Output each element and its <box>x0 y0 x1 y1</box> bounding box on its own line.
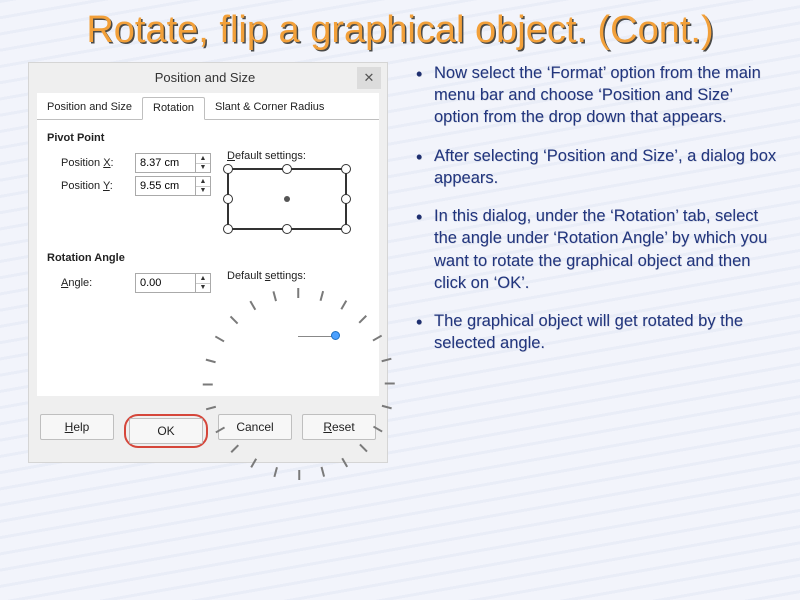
angle-defaults-label: Default settings: <box>227 270 369 282</box>
tab-position-size[interactable]: Position and Size <box>37 97 142 119</box>
angle-label: Angle: <box>61 277 129 289</box>
dial-tick-icon <box>297 288 299 298</box>
position-x-label: Position X: <box>61 157 129 169</box>
dial-tick-icon <box>299 470 301 480</box>
dial-tick-icon <box>372 334 381 340</box>
dialog-tabs: Position and Size Rotation Slant & Corne… <box>37 93 379 120</box>
dial-tick-icon <box>203 384 213 386</box>
dial-tick-icon <box>320 291 324 301</box>
pivot-handle-icon[interactable] <box>282 164 292 174</box>
position-x-stepper[interactable]: ▲▼ <box>195 153 211 173</box>
cancel-button[interactable]: Cancel <box>218 414 292 440</box>
help-button[interactable]: Help <box>40 414 114 440</box>
chevron-down-icon[interactable]: ▼ <box>196 186 210 195</box>
pivot-handle-icon[interactable] <box>341 164 351 174</box>
dial-tick-icon <box>381 358 391 362</box>
close-icon[interactable]: ✕ <box>357 67 381 89</box>
pivot-heading: Pivot Point <box>47 132 369 144</box>
dial-tick-icon <box>249 301 255 310</box>
dial-tick-icon <box>272 291 276 301</box>
pivot-handle-icon[interactable] <box>223 224 233 234</box>
dial-tick-icon <box>340 300 346 309</box>
pivot-handle-icon[interactable] <box>282 224 292 234</box>
dial-needle-icon <box>298 336 334 337</box>
position-y-label: Position Y: <box>61 180 129 192</box>
instruction-item: In this dialog, under the ‘Rotation’ tab… <box>416 205 780 294</box>
ok-highlight: OK <box>124 414 208 448</box>
dial-knob-icon[interactable] <box>331 331 340 340</box>
dial-tick-icon <box>215 336 224 342</box>
chevron-down-icon[interactable]: ▼ <box>196 283 210 292</box>
position-y-input[interactable] <box>135 176 195 196</box>
dial-tick-icon <box>385 382 395 384</box>
instruction-item: The graphical object will get rotated by… <box>416 310 780 355</box>
position-y-stepper[interactable]: ▲▼ <box>195 176 211 196</box>
chevron-up-icon[interactable]: ▲ <box>196 154 210 163</box>
pivot-center-icon[interactable] <box>284 196 290 202</box>
pivot-handle-icon[interactable] <box>341 194 351 204</box>
pivot-handle-icon[interactable] <box>341 224 351 234</box>
dialog-title: Position and Size <box>53 70 357 85</box>
pivot-handle-icon[interactable] <box>223 164 233 174</box>
angle-dial[interactable] <box>250 288 346 384</box>
rotation-heading: Rotation Angle <box>47 252 369 264</box>
instruction-item: After selecting ‘Position and Size’, a d… <box>416 145 780 190</box>
rotation-panel: Pivot Point Position X: ▲▼ Po <box>37 120 379 396</box>
tab-rotation[interactable]: Rotation <box>142 97 205 120</box>
dialog-titlebar: Position and Size ✕ <box>29 63 387 93</box>
instruction-list: Now select the ‘Format’ option from the … <box>412 62 780 463</box>
angle-stepper[interactable]: ▲▼ <box>195 273 211 293</box>
tab-slant[interactable]: Slant & Corner Radius <box>205 97 334 119</box>
position-x-input[interactable] <box>135 153 195 173</box>
pivot-defaults-label: Default settings: <box>227 150 369 162</box>
reset-button[interactable]: Reset <box>302 414 376 440</box>
dial-tick-icon <box>359 315 367 323</box>
dialog-button-row: Help OK Cancel Reset <box>29 404 387 462</box>
instruction-item: Now select the ‘Format’ option from the … <box>416 62 780 129</box>
dial-tick-icon <box>321 466 325 476</box>
dial-tick-icon <box>230 316 238 324</box>
chevron-up-icon[interactable]: ▲ <box>196 177 210 186</box>
angle-input[interactable] <box>135 273 195 293</box>
slide-title: Rotate, flip a graphical object. (Cont.) <box>0 0 800 56</box>
chevron-up-icon[interactable]: ▲ <box>196 274 210 283</box>
pivot-handle-icon[interactable] <box>223 194 233 204</box>
dial-tick-icon <box>274 467 278 477</box>
position-size-dialog: Position and Size ✕ Position and Size Ro… <box>28 62 388 463</box>
chevron-down-icon[interactable]: ▼ <box>196 163 210 172</box>
ok-button[interactable]: OK <box>129 418 203 444</box>
pivot-point-selector[interactable] <box>227 168 347 230</box>
